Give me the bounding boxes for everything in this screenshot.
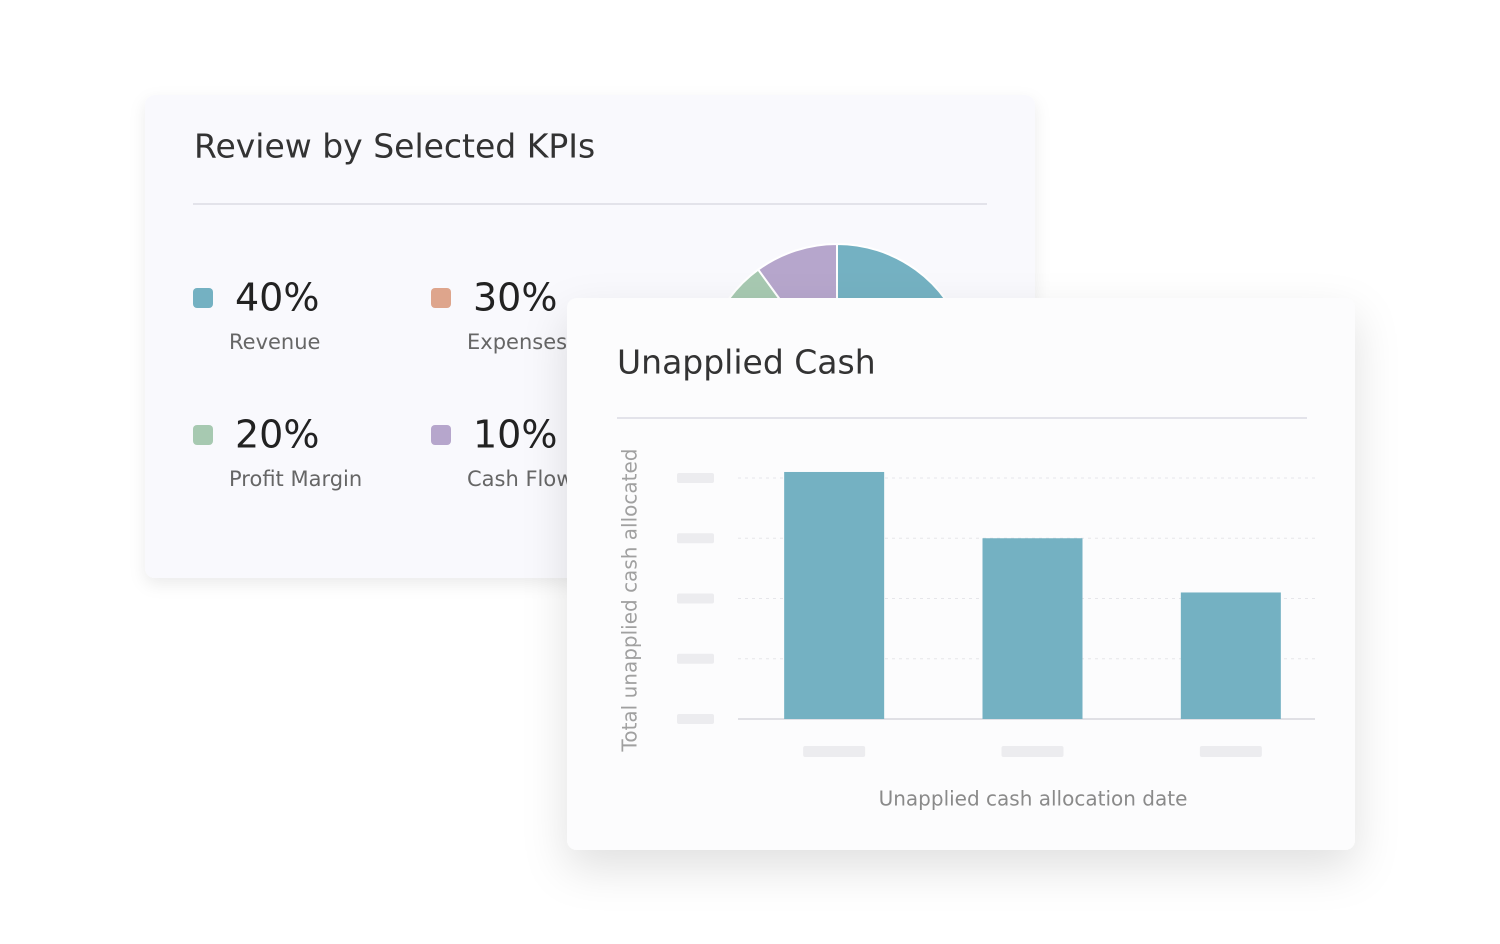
legend-label: Expenses	[467, 330, 567, 354]
bar	[1180, 592, 1281, 719]
card-title: Unapplied Cash	[617, 343, 876, 382]
y-tick-placeholder	[677, 473, 714, 483]
bar	[982, 538, 1083, 719]
card-bg	[567, 298, 1355, 850]
legend-label: Revenue	[229, 330, 320, 354]
legend-value: 10%	[473, 413, 557, 457]
bar	[784, 471, 885, 719]
y-tick-placeholder	[677, 653, 714, 664]
x-tick-placeholder	[1001, 746, 1064, 757]
legend-swatch	[193, 288, 213, 308]
x-axis-title: Unapplied cash allocation date	[879, 787, 1188, 811]
legend-value: 30%	[473, 276, 557, 320]
x-tick-placeholder	[803, 746, 866, 757]
legend-value: 20%	[235, 413, 319, 457]
legend-label: Profit Margin	[229, 467, 362, 491]
legend-label: Cash Flow	[467, 467, 573, 491]
legend-swatch	[193, 425, 213, 445]
x-tick-placeholder	[1199, 746, 1262, 757]
y-axis-title: Total unapplied cash allocated	[618, 449, 642, 753]
y-tick-placeholder	[677, 533, 714, 544]
card-title: Review by Selected KPIs	[194, 127, 595, 166]
legend-swatch	[431, 288, 451, 308]
legend-swatch	[431, 425, 451, 445]
y-tick-placeholder	[677, 593, 714, 604]
bar-card: Unapplied Cash Unapplied cash allocation…	[567, 298, 1355, 850]
legend-value: 40%	[235, 276, 319, 320]
y-tick-placeholder	[677, 714, 714, 724]
